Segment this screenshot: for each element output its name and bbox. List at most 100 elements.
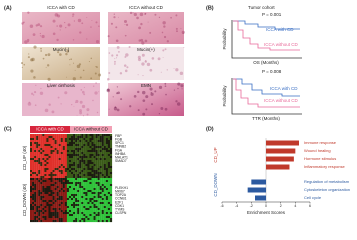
heatmap-cell xyxy=(99,170,102,173)
heatmap-cell xyxy=(109,168,113,171)
heatmap-cell xyxy=(34,204,37,207)
heatmap-cell xyxy=(64,220,67,223)
heatmap-cell xyxy=(64,198,67,201)
texture xyxy=(82,69,85,72)
heatmap-cell xyxy=(60,176,63,179)
heatmap-cell xyxy=(75,216,78,219)
heatmap-cell xyxy=(58,164,61,167)
texture xyxy=(26,38,30,42)
heatmap-cell xyxy=(89,202,92,205)
heatmap-cell xyxy=(68,216,72,219)
heatmap-cell xyxy=(81,188,84,191)
heatmap-cell xyxy=(62,220,65,223)
heatmap-cell xyxy=(91,154,94,157)
heatmap-cell xyxy=(107,144,111,147)
heatmap-cell xyxy=(54,190,57,193)
heatmap-cell xyxy=(56,208,59,211)
heatmap-cell xyxy=(60,172,63,175)
heatmap-cell xyxy=(97,200,100,203)
heatmap-cell xyxy=(50,170,53,173)
category-label: Cell cycle xyxy=(304,195,322,200)
heatmap-cell xyxy=(54,168,57,171)
heatmap-cell xyxy=(58,134,61,137)
heatmap-cell xyxy=(109,194,113,197)
heatmap-cell xyxy=(91,216,94,219)
heatmap-cell xyxy=(93,220,96,223)
heatmap-cell xyxy=(83,192,86,195)
heatmap-cell xyxy=(95,190,98,193)
texture xyxy=(98,73,102,77)
heatmap-cell xyxy=(105,170,108,173)
heatmap-cell xyxy=(105,202,108,205)
texture xyxy=(73,105,75,107)
heatmap-cell xyxy=(71,176,74,179)
texture xyxy=(163,25,166,28)
heatmap-cell xyxy=(105,140,108,143)
heatmap-cell xyxy=(42,134,45,137)
heatmap-cell xyxy=(101,164,104,167)
heatmap-cell xyxy=(85,170,88,173)
heatmap-cell xyxy=(71,152,74,155)
heatmap-cell xyxy=(73,162,76,165)
heatmap-cell xyxy=(60,134,63,137)
heatmap-cell xyxy=(40,198,43,201)
heatmap-cell xyxy=(62,200,65,203)
heatmap-cell xyxy=(46,162,49,165)
heatmap-cell xyxy=(56,150,59,153)
heatmap-cell xyxy=(81,156,84,159)
heatmap-cell xyxy=(66,182,70,185)
heatmap-cell xyxy=(71,208,74,211)
gene-label: TYMS xyxy=(115,207,125,211)
panel-label: (D) xyxy=(206,126,214,132)
heatmap-cell xyxy=(81,166,84,169)
heatmap-cell xyxy=(71,166,74,169)
heatmap-cell xyxy=(107,146,111,149)
heatmap-cell xyxy=(52,162,55,165)
texture xyxy=(141,53,145,57)
heatmap-cell xyxy=(95,156,98,159)
heatmap-cell xyxy=(48,204,51,207)
heatmap-cell xyxy=(48,154,51,157)
heatmap-cell xyxy=(56,206,59,209)
heatmap-cell xyxy=(73,178,76,181)
heatmap-cell xyxy=(62,192,65,195)
texture xyxy=(57,14,61,18)
heatmap-cell xyxy=(89,158,92,161)
heatmap-cell xyxy=(66,168,70,171)
heatmap-cell xyxy=(81,154,84,157)
heatmap-cell xyxy=(75,166,78,169)
heatmap-cell xyxy=(105,158,108,161)
heatmap-cell xyxy=(107,170,111,173)
texture xyxy=(86,38,88,40)
heatmap-cell xyxy=(103,202,106,205)
texture xyxy=(73,20,76,22)
heatmap-cell xyxy=(60,212,63,215)
heatmap-cell xyxy=(93,140,96,143)
heatmap-cell xyxy=(46,194,49,197)
heatmap-cell xyxy=(44,210,47,213)
texture xyxy=(23,63,26,66)
texture xyxy=(42,57,45,60)
heatmap-cell xyxy=(52,200,55,203)
heatmap-cell xyxy=(81,160,84,163)
heatmap-cell xyxy=(105,164,108,167)
heatmap-cell xyxy=(77,210,80,213)
heatmap-cell xyxy=(36,198,39,201)
heatmap-cell xyxy=(109,162,113,165)
heatmap-cell xyxy=(91,200,94,203)
heatmap-cell xyxy=(36,172,39,175)
texture xyxy=(164,85,167,88)
x-axis-label: Enrichment Scores xyxy=(247,210,286,215)
heatmap-cell xyxy=(48,192,51,195)
heatmap-cell xyxy=(44,136,47,139)
heatmap-cell xyxy=(105,154,108,157)
heatmap-cell xyxy=(83,146,86,149)
heatmap-cell xyxy=(79,168,82,171)
heatmap-cell xyxy=(56,188,59,191)
texture xyxy=(24,40,28,44)
heatmap-cell xyxy=(34,216,37,219)
heatmap-cell xyxy=(64,142,67,145)
heatmap-cell xyxy=(58,176,61,179)
texture xyxy=(48,103,51,106)
texture xyxy=(141,41,145,45)
